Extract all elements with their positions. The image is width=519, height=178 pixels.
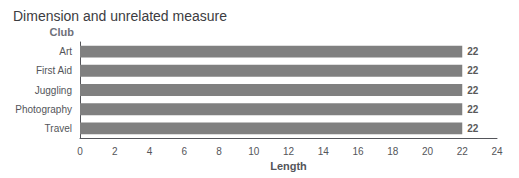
- svg-text:8: 8: [216, 146, 222, 157]
- svg-text:4: 4: [147, 146, 153, 157]
- svg-text:22: 22: [457, 146, 469, 157]
- svg-text:20: 20: [422, 146, 434, 157]
- svg-text:First Aid: First Aid: [36, 65, 72, 76]
- svg-text:16: 16: [352, 146, 364, 157]
- svg-text:Dimension and unrelated measur: Dimension and unrelated measure: [13, 8, 227, 24]
- svg-text:Travel: Travel: [45, 123, 72, 134]
- svg-text:14: 14: [318, 146, 330, 157]
- svg-text:22: 22: [467, 85, 479, 96]
- svg-text:22: 22: [467, 104, 479, 115]
- svg-text:22: 22: [467, 65, 479, 76]
- svg-text:Art: Art: [59, 46, 72, 57]
- svg-text:24: 24: [491, 146, 503, 157]
- svg-text:6: 6: [181, 146, 187, 157]
- svg-text:2: 2: [112, 146, 118, 157]
- svg-text:Photography: Photography: [15, 104, 72, 115]
- svg-text:10: 10: [248, 146, 260, 157]
- svg-text:12: 12: [283, 146, 295, 157]
- svg-text:22: 22: [467, 123, 479, 134]
- svg-text:0: 0: [77, 146, 83, 157]
- svg-text:18: 18: [387, 146, 399, 157]
- svg-text:Length: Length: [270, 160, 307, 172]
- svg-text:22: 22: [467, 46, 479, 57]
- svg-text:Juggling: Juggling: [35, 85, 72, 96]
- svg-text:Club: Club: [50, 26, 75, 38]
